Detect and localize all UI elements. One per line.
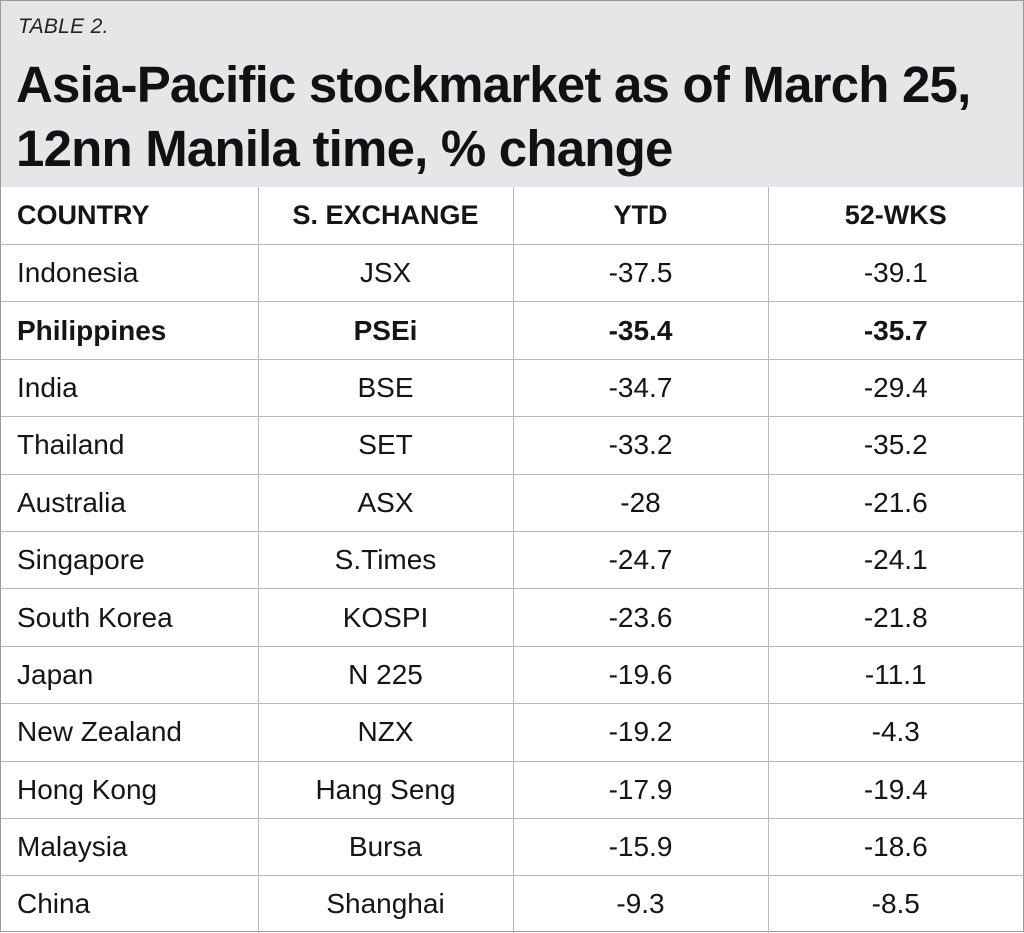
table-header-panel: TABLE 2. Asia-Pacific stockmarket as of …	[1, 1, 1023, 187]
stockmarket-table: COUNTRY S. EXCHANGE YTD 52-WKS Indonesia…	[1, 187, 1023, 933]
table-title-line-2: 12nn Manila time, % change	[16, 120, 673, 177]
52-wks-cell: -21.6	[768, 474, 1023, 532]
column-header-52-wks: 52-WKS	[768, 187, 1023, 245]
52-wks-cell: -19.4	[768, 761, 1023, 819]
country-cell: India	[1, 359, 259, 418]
ytd-cell: -34.7	[513, 359, 769, 418]
ytd-cell: -17.9	[513, 761, 769, 819]
table-row: India BSE -34.7 -29.4	[1, 359, 1023, 418]
ytd-cell: -19.6	[513, 646, 769, 705]
table-row: South Korea KOSPI -23.6 -21.8	[1, 588, 1023, 647]
table-row-highlighted: Philippines PSEi -35.4 -35.7	[1, 301, 1023, 360]
ytd-cell: -19.2	[513, 703, 769, 762]
52-wks-cell: -4.3	[768, 703, 1023, 762]
table-row: New Zealand NZX -19.2 -4.3	[1, 703, 1023, 762]
country-cell: South Korea	[1, 588, 259, 647]
exchange-cell: S.Times	[258, 531, 514, 590]
exchange-cell: NZX	[258, 703, 514, 762]
52-wks-cell: -29.4	[768, 359, 1023, 418]
exchange-cell: Hang Seng	[258, 761, 514, 819]
ytd-cell: -28	[513, 474, 769, 532]
exchange-cell: SET	[258, 416, 514, 475]
exchange-cell: BSE	[258, 359, 514, 418]
country-cell: Singapore	[1, 531, 259, 590]
52-wks-cell: -35.7	[768, 301, 1023, 360]
52-wks-cell: -21.8	[768, 588, 1023, 647]
table-row: Hong Kong Hang Seng -17.9 -19.4	[1, 761, 1023, 819]
exchange-cell: JSX	[258, 244, 514, 303]
table-title: Asia-Pacific stockmarket as of March 25,…	[16, 53, 1016, 181]
ytd-cell: -33.2	[513, 416, 769, 475]
country-cell: New Zealand	[1, 703, 259, 762]
exchange-cell: ASX	[258, 474, 514, 532]
country-cell: Hong Kong	[1, 761, 259, 819]
52-wks-cell: -24.1	[768, 531, 1023, 590]
country-cell: Thailand	[1, 416, 259, 475]
country-cell: Australia	[1, 474, 259, 532]
table-row: Australia ASX -28 -21.6	[1, 474, 1023, 532]
ytd-cell: -9.3	[513, 875, 769, 933]
country-cell: Indonesia	[1, 244, 259, 303]
ytd-cell: -15.9	[513, 818, 769, 877]
country-cell: Japan	[1, 646, 259, 705]
52-wks-cell: -8.5	[871, 888, 920, 920]
ytd-cell: -23.6	[513, 588, 769, 647]
table-title-line-1: Asia-Pacific stockmarket as of March 25,	[16, 56, 971, 113]
exchange-cell: N 225	[258, 646, 514, 705]
table-label: TABLE 2.	[18, 15, 109, 38]
52-wks-cell: -35.2	[768, 416, 1023, 475]
table-row: Malaysia Bursa -15.9 -18.6	[1, 818, 1023, 877]
exchange-cell: PSEi	[258, 301, 514, 360]
country-cell: China	[1, 875, 259, 933]
52-wks-cell: -39.1	[768, 244, 1023, 303]
exchange-cell: Bursa	[258, 818, 514, 877]
column-header-country: COUNTRY	[1, 187, 259, 245]
country-cell: Philippines	[1, 301, 259, 360]
column-header-exchange: S. EXCHANGE	[258, 187, 514, 245]
table-row: Singapore S.Times -24.7 -24.1	[1, 531, 1023, 590]
table-row: Thailand SET -33.2 -35.2	[1, 416, 1023, 475]
52-wks-cell: -18.6	[768, 818, 1023, 877]
exchange-cell: Shanghai	[258, 875, 514, 933]
table-row: China Shanghai -9.3 -8.5	[1, 875, 1023, 933]
table-header-row: COUNTRY S. EXCHANGE YTD 52-WKS	[1, 187, 1023, 245]
country-cell: Malaysia	[1, 818, 259, 877]
table-row: Japan N 225 -19.6 -11.1	[1, 646, 1023, 705]
52-wks-cell: -11.1	[768, 646, 1023, 705]
ytd-cell: -24.7	[513, 531, 769, 590]
exchange-cell: KOSPI	[258, 588, 514, 647]
table-row: Indonesia JSX -37.5 -39.1	[1, 244, 1023, 303]
ytd-cell: -35.4	[513, 301, 769, 360]
ytd-cell: -37.5	[513, 244, 769, 303]
column-header-ytd: YTD	[513, 187, 769, 245]
